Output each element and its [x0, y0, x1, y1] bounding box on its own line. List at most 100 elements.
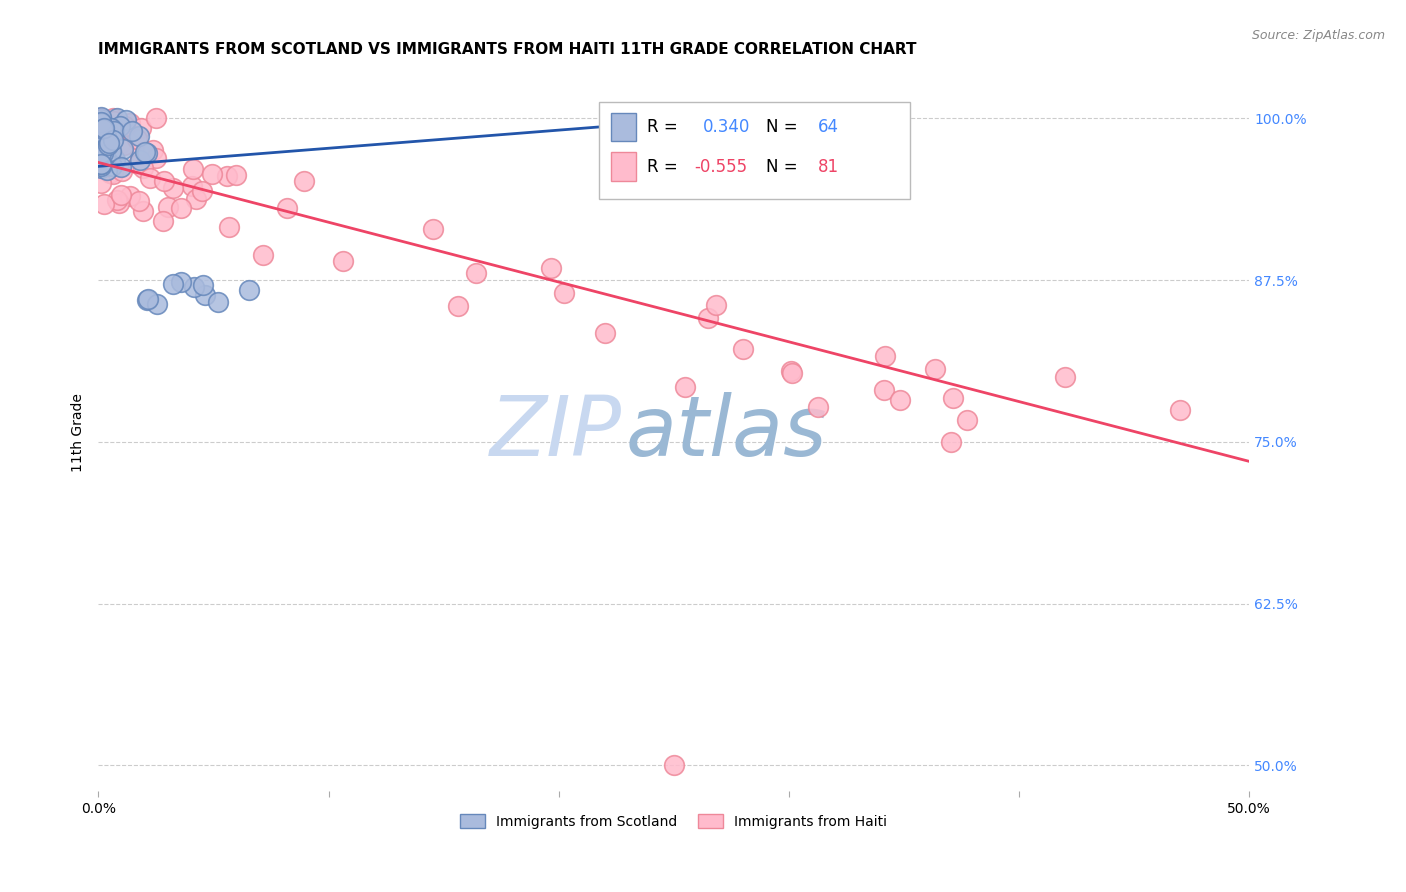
- Point: [696, 310, 718, 325]
- Point: [100, 121, 122, 136]
- Point: [108, 119, 131, 133]
- Point: [100, 121, 122, 136]
- Point: [94, 134, 117, 148]
- Point: [127, 132, 149, 146]
- Point: [780, 364, 803, 378]
- Point: [118, 116, 141, 130]
- Point: [673, 380, 696, 394]
- Y-axis label: 11th Grade: 11th Grade: [72, 392, 86, 472]
- Point: [97, 134, 120, 148]
- Point: [90, 157, 112, 171]
- Point: [93, 197, 115, 211]
- Point: [96, 155, 118, 169]
- Text: ZIP: ZIP: [491, 392, 621, 473]
- Point: [98, 166, 121, 180]
- Point: [114, 138, 136, 153]
- Point: [90, 112, 112, 127]
- Point: [103, 127, 125, 141]
- Text: 81: 81: [818, 158, 839, 176]
- Point: [121, 124, 143, 138]
- Text: -0.555: -0.555: [695, 158, 748, 176]
- Point: [100, 159, 122, 173]
- Point: [90, 117, 112, 131]
- Point: [422, 221, 444, 235]
- Point: [111, 164, 134, 178]
- Point: [114, 120, 136, 134]
- Point: [90, 144, 112, 158]
- Point: [97, 137, 120, 152]
- Text: R =: R =: [647, 158, 683, 176]
- Point: [191, 184, 214, 198]
- Point: [238, 283, 260, 297]
- Point: [90, 114, 112, 128]
- Point: [276, 202, 298, 216]
- Point: [96, 163, 118, 178]
- Point: [181, 178, 204, 193]
- Point: [104, 153, 127, 167]
- Point: [201, 167, 224, 181]
- Point: [941, 434, 963, 449]
- Point: [100, 158, 122, 172]
- Text: atlas: atlas: [626, 392, 827, 473]
- Point: [942, 391, 965, 405]
- Point: [105, 193, 128, 207]
- Text: Source: ZipAtlas.com: Source: ZipAtlas.com: [1251, 29, 1385, 42]
- Point: [128, 194, 150, 208]
- Point: [593, 326, 616, 341]
- Point: [873, 349, 896, 363]
- Point: [93, 121, 115, 136]
- Text: IMMIGRANTS FROM SCOTLAND VS IMMIGRANTS FROM HAITI 11TH GRADE CORRELATION CHART: IMMIGRANTS FROM SCOTLAND VS IMMIGRANTS F…: [98, 42, 917, 57]
- Point: [129, 121, 152, 136]
- Point: [93, 146, 115, 161]
- Point: [207, 294, 229, 309]
- Point: [292, 174, 315, 188]
- Point: [169, 275, 191, 289]
- Point: [93, 148, 115, 162]
- Text: N =: N =: [766, 158, 803, 176]
- Point: [465, 266, 488, 280]
- Point: [780, 366, 803, 380]
- Point: [225, 168, 247, 182]
- Point: [97, 136, 120, 151]
- Point: [103, 114, 125, 128]
- Point: [170, 201, 193, 215]
- Point: [90, 118, 112, 132]
- Point: [145, 151, 167, 165]
- Point: [873, 384, 896, 398]
- Point: [128, 129, 150, 144]
- Point: [157, 200, 180, 214]
- Legend: Immigrants from Scotland, Immigrants from Haiti: Immigrants from Scotland, Immigrants fro…: [454, 809, 893, 835]
- Point: [90, 150, 112, 164]
- Point: [94, 158, 117, 172]
- Point: [94, 163, 117, 178]
- Point: [90, 125, 112, 139]
- Text: R =: R =: [647, 118, 683, 136]
- Point: [108, 196, 131, 211]
- Point: [807, 401, 830, 415]
- Point: [90, 157, 112, 171]
- Point: [956, 413, 979, 427]
- Point: [120, 189, 142, 203]
- Point: [889, 392, 911, 407]
- Point: [91, 121, 114, 136]
- Point: [183, 279, 205, 293]
- Point: [553, 285, 575, 300]
- Point: [91, 122, 114, 136]
- Point: [332, 253, 354, 268]
- Point: [98, 122, 121, 136]
- Point: [103, 151, 125, 165]
- Text: 64: 64: [818, 118, 838, 136]
- Point: [115, 113, 138, 128]
- Point: [110, 160, 132, 174]
- Point: [96, 128, 118, 143]
- Point: [90, 176, 112, 190]
- Point: [127, 157, 149, 171]
- Point: [136, 293, 159, 308]
- Point: [100, 144, 122, 158]
- Point: [139, 170, 162, 185]
- Point: [447, 299, 470, 313]
- Point: [90, 145, 112, 160]
- Point: [90, 161, 112, 175]
- Point: [90, 159, 112, 173]
- Point: [90, 110, 112, 124]
